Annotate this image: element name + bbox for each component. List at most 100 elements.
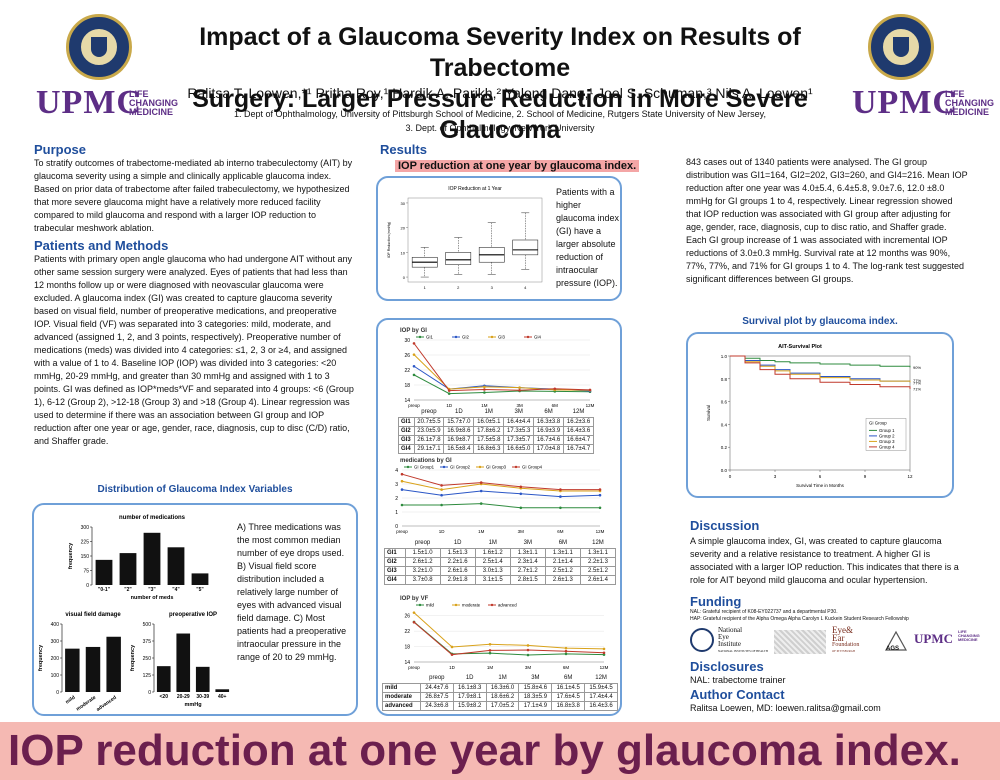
upmc-logo-left: UPMC LIFE CHANGING MEDICINE (36, 84, 178, 121)
results-subheading: IOP reduction at one year by glaucoma in… (395, 156, 640, 174)
table-header-cell: 3M (523, 540, 532, 547)
line-chart-title: medications by GI (400, 458, 452, 464)
data-point (450, 645, 454, 649)
bottom-banner: IOP reduction at one year by glaucoma in… (0, 722, 1000, 780)
y-tick-label: 1.0 (721, 354, 728, 359)
table-cell: 17.6±4.5 (551, 691, 586, 702)
table-header-cell: 1M (488, 540, 497, 547)
y-tick-label: 225 (81, 540, 90, 546)
box (512, 239, 539, 256)
legend-marker (514, 465, 518, 469)
legend-label: GI2 (462, 335, 470, 340)
table-cell: 2.8±1.5 (509, 574, 546, 585)
x-tick-label: 3M (518, 529, 525, 534)
discussion-heading: Discussion (690, 518, 760, 533)
y-tick-label: 75 (83, 569, 89, 575)
series-line (401, 473, 600, 491)
row-label: GI2 (398, 425, 415, 436)
legend-label: Group 1 (879, 428, 895, 433)
survival-plot: AIT-Survival Plot 0.0 0.2 0.4 0.6 0.8 1.0 0 3 6 9 1… (706, 344, 921, 488)
legend-label: GI4 (534, 335, 542, 340)
x-tick-label: 4 (524, 285, 527, 290)
table-header-cell: 6M (544, 409, 553, 416)
table-cell: 1.3±1.1 (579, 547, 617, 558)
data-point (602, 653, 606, 656)
data-point (447, 392, 451, 395)
table-cell: 2.5±1.4 (474, 556, 511, 567)
row-label: GI4 (384, 574, 406, 585)
bar (119, 553, 137, 585)
data-point (400, 472, 404, 476)
data-point (559, 495, 562, 498)
table-header-row: preop 1D 1M 3M 6M 12M (385, 539, 616, 548)
table-header-cell: 6M (564, 675, 573, 682)
table-cell: 17.4±4.4 (584, 691, 618, 702)
data-point (598, 488, 602, 491)
table-header-cell: preop (421, 409, 437, 416)
plot-frame (407, 197, 543, 283)
x-tick-label: 3M (525, 665, 532, 670)
table-row: advanced 24.3±6.8 15.9±8.2 17.0±5.2 17.1±4.9… (382, 700, 618, 711)
table-cell: 23.0±5.9 (413, 425, 445, 436)
row-label: GI1 (384, 547, 406, 558)
box-plot-caption: Patients with a higher glaucoma index (G… (556, 187, 620, 288)
table-header-cell: 1D (465, 675, 474, 682)
data-point (564, 646, 568, 650)
pitt-seal-left-logo (66, 14, 132, 80)
bar-chart-title: preoperative IOP (169, 612, 217, 618)
y-tick-label: 30 (401, 201, 406, 206)
y-tick-label: 150 (81, 554, 90, 560)
upmc-logo-right: UPMC LIFE CHANGING MEDICINE (852, 84, 994, 121)
eye-ear-foundation-logo: Eye& Ear Foundation OF PITTSBURGH (832, 625, 860, 654)
y-tick-label: 3 (395, 482, 398, 488)
poster-title: Impact of a Glaucoma Severity Index on R… (192, 23, 808, 144)
data-point (559, 506, 562, 510)
bottom-banner-text: IOP reduction at one year by glaucoma in… (8, 726, 961, 775)
series-line (401, 480, 600, 492)
table-cell: 2.5±1.2 (544, 565, 581, 576)
bar (95, 559, 113, 585)
table-cell: 3.1±1.5 (474, 574, 511, 585)
line-chart-title: IOP by GI (400, 328, 427, 334)
data-point (450, 653, 454, 656)
contact-heading: Author Contact (690, 687, 785, 702)
x-tick-label: moderate (75, 695, 97, 713)
table-cell: 17.8±6.2 (473, 425, 505, 436)
x-tick-label: 3 (774, 474, 777, 479)
series-line (413, 612, 605, 650)
x-tick-label: 1M (487, 665, 494, 670)
table-cell: 17.3±5.3 (503, 425, 535, 436)
row-label: moderate (382, 691, 421, 702)
y-tick-label: 18 (404, 383, 410, 389)
x-tick-label: preop (408, 665, 420, 670)
row-label: GI1 (398, 416, 415, 427)
distribution-heading: Distribution of Glaucoma Index Variables (97, 484, 293, 495)
disclosures-text: NAL: trabectome trainer (690, 675, 786, 685)
legend-title: GI Group (869, 420, 887, 425)
table-cell: 1.6±1.2 (474, 547, 511, 558)
table-row: GI2 23.0±5.9 16.9±8.6 17.8±6.2 17.3±5.3 16.9±… (398, 425, 594, 436)
x-axis-label: Survival Time in Months (796, 483, 845, 488)
y-axis-label: frequency (38, 644, 44, 671)
data-point (588, 388, 592, 392)
x-tick-label: <20 (160, 694, 169, 700)
x-tick-label: "0-1" (98, 587, 111, 593)
institution-logo (774, 630, 826, 654)
table-cell: 1.3±1.1 (509, 547, 546, 558)
y-tick-label: 1 (395, 510, 398, 516)
data-point (526, 648, 530, 652)
box (445, 252, 472, 266)
data-point (488, 651, 492, 655)
disclosures-section: Disclosures NAL: trabectome trainer Auth… (690, 659, 968, 715)
legend-label: GI Group3 (486, 465, 507, 470)
table-cell: 17.0±5.2 (485, 700, 520, 711)
x-tick-label: preop (396, 529, 408, 534)
table-cell: 2.5±1.2 (579, 565, 617, 576)
legend-label: GI Group1 (414, 465, 435, 470)
table-row: GI2 2.6±1.2 2.2±1.6 2.5±1.4 2.3±1.4 2.1±1.4 2.… (384, 556, 617, 567)
table-cell: 15.7±7.0 (443, 416, 475, 427)
survival-panel: AIT-Survival Plot 0.0 0.2 0.4 0.6 0.8 1.0 0 3 6 9 1… (686, 332, 954, 498)
data-point (564, 652, 568, 656)
legend-label: Group 3 (879, 439, 895, 444)
table-header-cell: 1D (453, 540, 462, 547)
